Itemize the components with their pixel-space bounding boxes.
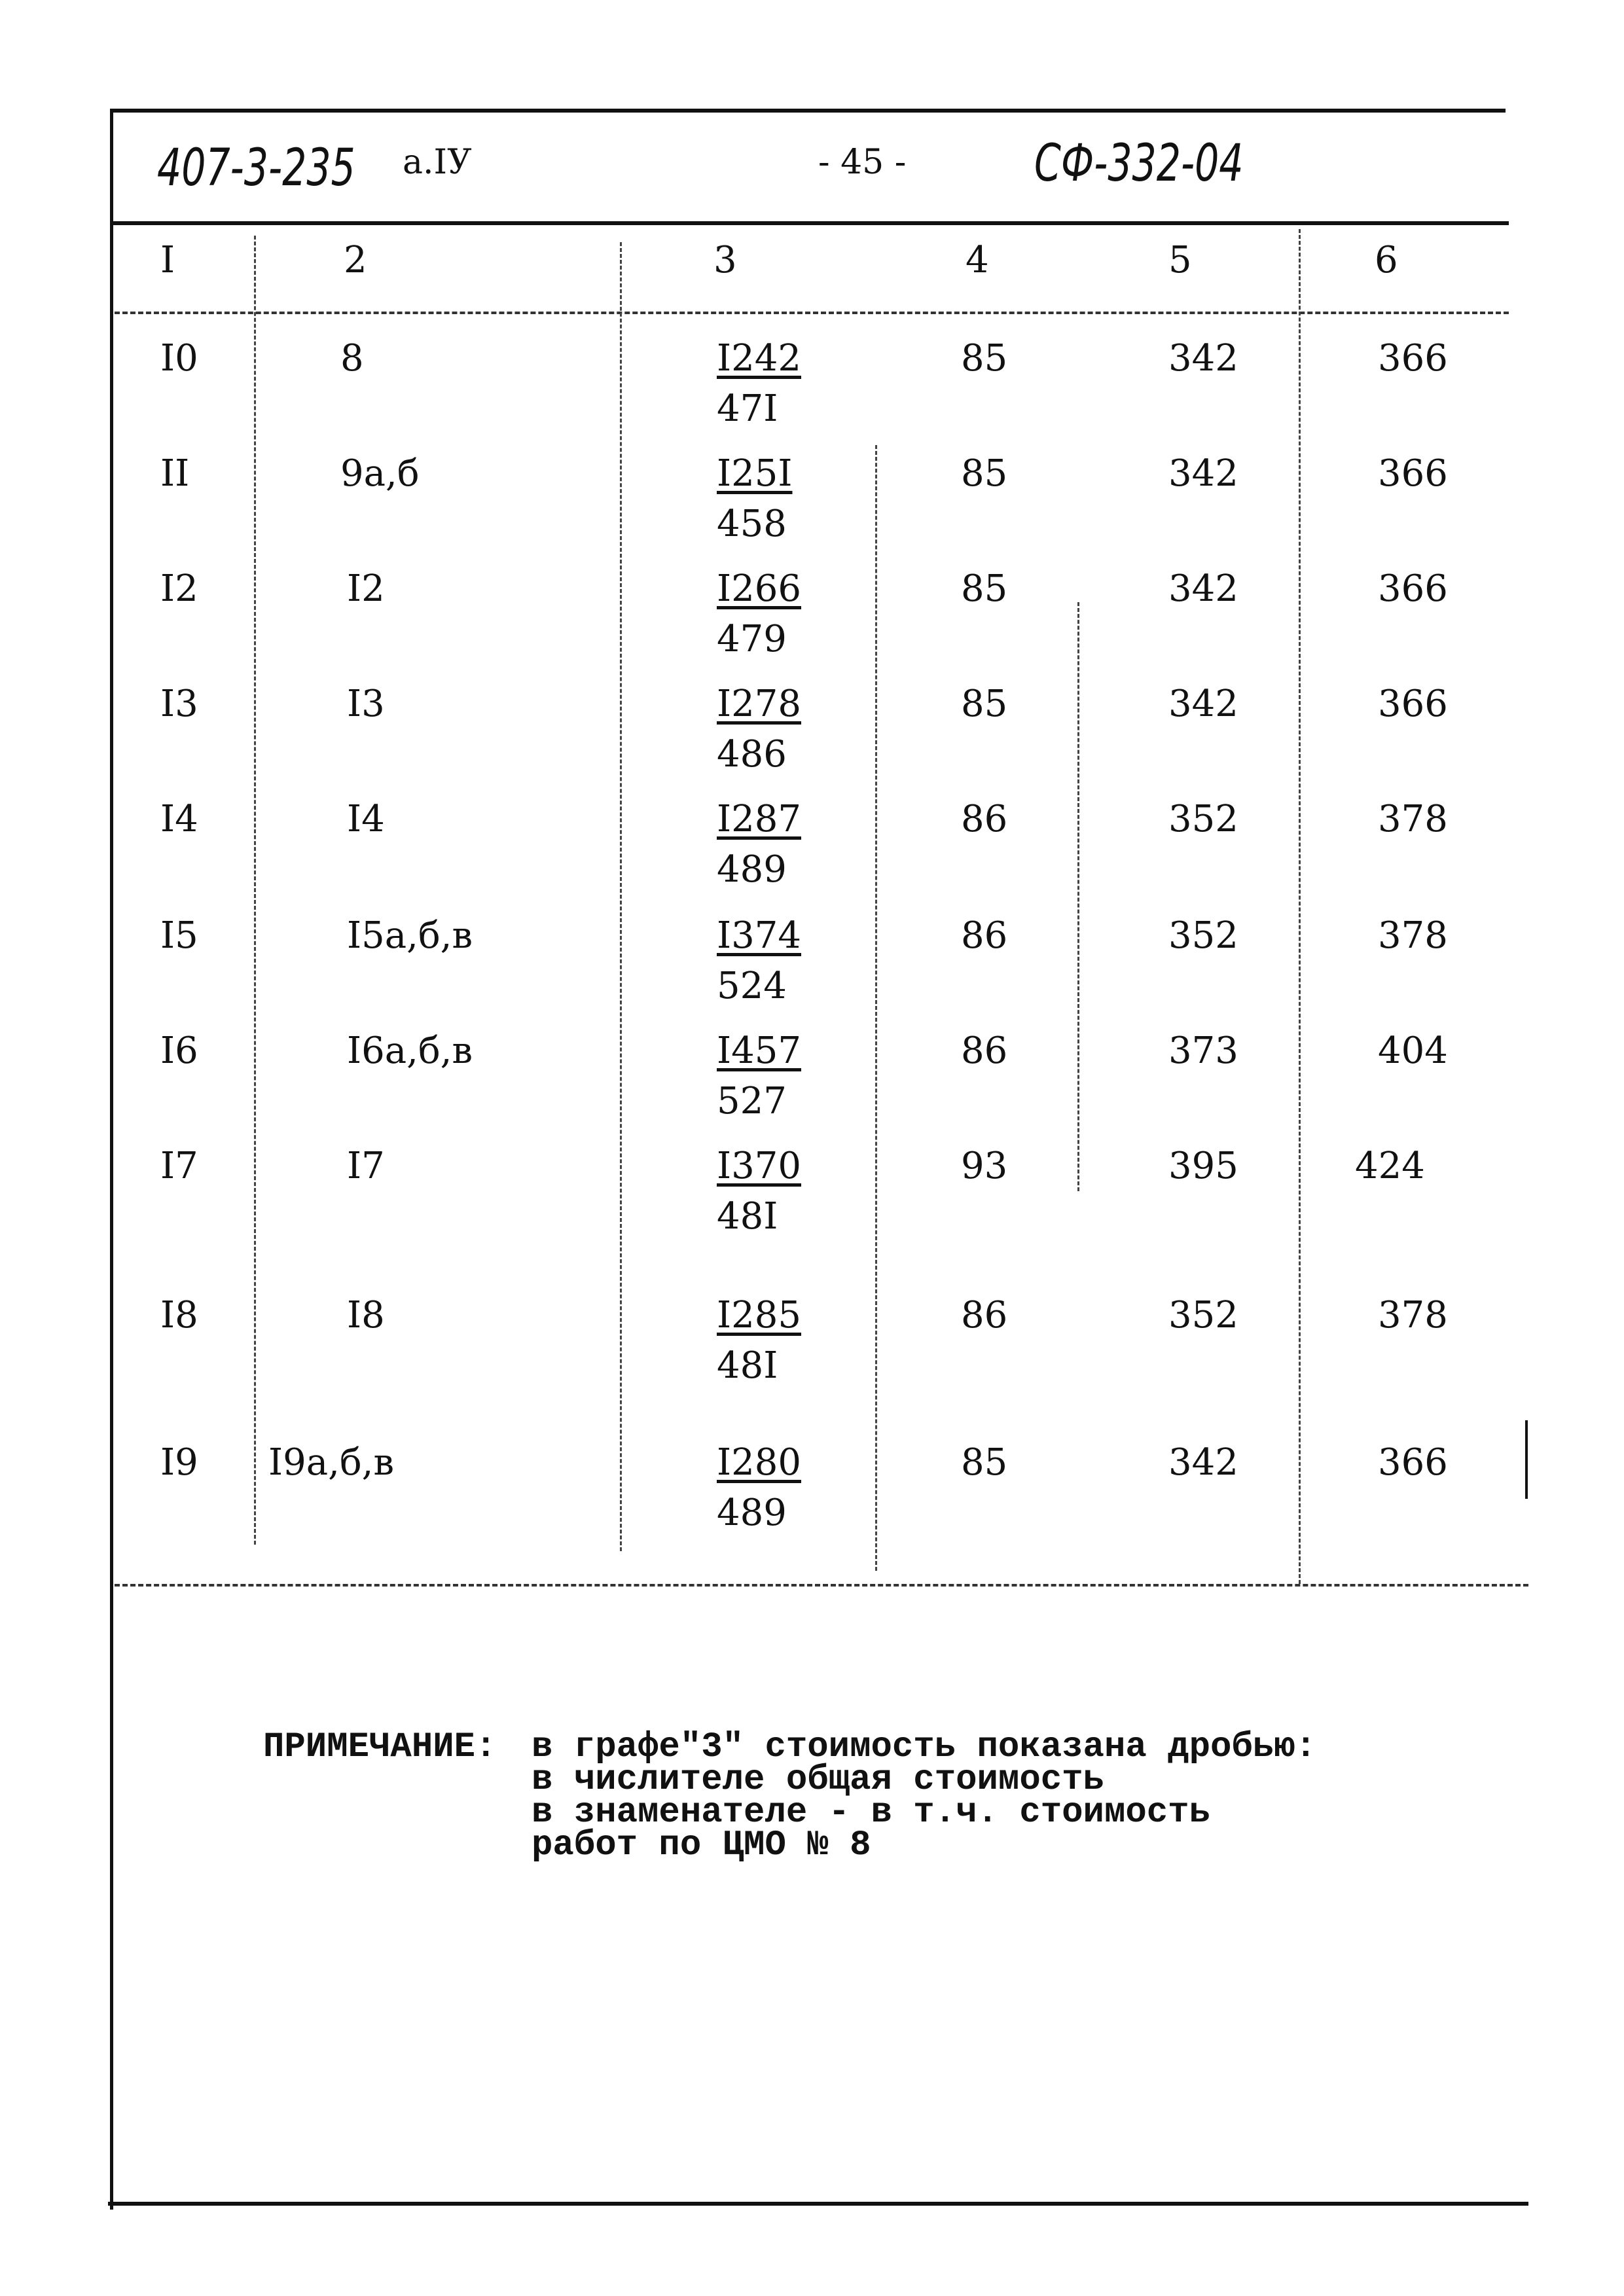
cost-total: I457	[717, 1030, 802, 1072]
left-border	[110, 109, 113, 2210]
note-line: работ по ЦМО № 8	[532, 1825, 871, 1865]
cost-cmo-works: 486	[717, 733, 787, 776]
column-header: I	[160, 239, 175, 281]
row-item: I6а,б,в	[347, 1030, 473, 1072]
row-item: I3	[347, 683, 385, 725]
cost-total: I266	[717, 567, 802, 610]
value-col5: 373	[1168, 1030, 1238, 1072]
value-col4: 85	[961, 337, 1008, 380]
value-col4: 86	[961, 1294, 1008, 1336]
top-border	[111, 109, 1506, 113]
value-col4: 86	[961, 798, 1008, 840]
row-item: I4	[347, 798, 385, 840]
value-col5: 352	[1168, 1294, 1238, 1336]
cost-total: I287	[717, 798, 802, 840]
cost-total: I25I	[717, 452, 793, 495]
note-text: в графе"3" стоимость показана дробью: в …	[532, 1727, 1316, 1865]
value-col6: 424	[1355, 1145, 1425, 1187]
value-col4: 93	[961, 1145, 1008, 1187]
row-number: I8	[160, 1294, 198, 1336]
cost-total: I285	[717, 1294, 802, 1336]
row-item: I2	[347, 567, 385, 610]
note-line: в графе"3" стоимость показана дробью:	[532, 1727, 1316, 1767]
column-divider	[1077, 602, 1079, 1191]
row-item: I9а,б,в	[268, 1441, 394, 1484]
row-item: 9а,б	[340, 452, 420, 495]
right-edge-mark	[1525, 1420, 1528, 1499]
cost-cmo-works: 479	[717, 618, 787, 660]
value-col4: 85	[961, 1441, 1008, 1484]
row-item: 8	[340, 337, 364, 380]
column-header: 4	[965, 239, 989, 281]
value-col6: 378	[1378, 914, 1448, 957]
cost-cmo-works: 489	[717, 1492, 787, 1534]
column-divider	[875, 445, 877, 1571]
value-col6: 366	[1378, 337, 1448, 380]
cost-total: I374	[717, 914, 802, 957]
value-col6: 404	[1378, 1030, 1448, 1072]
value-col6: 366	[1378, 452, 1448, 495]
note-label: ПРИМЕЧАНИЕ:	[263, 1727, 497, 1767]
sheet-code: СФ-332-04	[1034, 134, 1244, 193]
cost-total: I370	[717, 1145, 802, 1187]
column-divider	[254, 236, 256, 1545]
column-divider	[620, 242, 622, 1551]
column-header-divider	[115, 312, 1509, 314]
row-number: I5	[160, 914, 198, 957]
header-divider	[111, 221, 1509, 225]
row-number: II	[160, 452, 190, 495]
value-col5: 352	[1168, 798, 1238, 840]
value-col5: 342	[1168, 452, 1238, 495]
row-item: I5а,б,в	[347, 914, 473, 957]
row-number: I0	[160, 337, 198, 380]
cost-cmo-works: 458	[717, 503, 787, 545]
value-col5: 342	[1168, 567, 1238, 610]
column-header: 5	[1168, 239, 1192, 281]
cost-cmo-works: 47I	[717, 387, 778, 430]
album-number: а.IУ	[403, 143, 472, 182]
value-col4: 85	[961, 567, 1008, 610]
note-line: в знаменателе - в т.ч. стоимость	[532, 1793, 1210, 1833]
column-header: 6	[1375, 239, 1398, 281]
value-col6: 366	[1378, 683, 1448, 725]
row-item: I7	[347, 1145, 385, 1187]
value-col6: 378	[1378, 798, 1448, 840]
column-divider	[1299, 229, 1301, 1584]
cost-cmo-works: 527	[717, 1080, 787, 1122]
value-col5: 342	[1168, 1441, 1238, 1484]
value-col6: 378	[1378, 1294, 1448, 1336]
value-col5: 342	[1168, 337, 1238, 380]
bottom-border	[108, 2202, 1528, 2206]
row-number: I3	[160, 683, 198, 725]
column-header: 3	[713, 239, 737, 281]
row-number: I4	[160, 798, 198, 840]
cost-cmo-works: 524	[717, 965, 787, 1007]
cost-total: I278	[717, 683, 802, 725]
row-number: I6	[160, 1030, 198, 1072]
value-col4: 86	[961, 914, 1008, 957]
row-number: I7	[160, 1145, 198, 1187]
cost-cmo-works: 48I	[717, 1344, 778, 1387]
cost-cmo-works: 489	[717, 848, 787, 891]
cost-cmo-works: 48I	[717, 1195, 778, 1238]
row-item: I8	[347, 1294, 385, 1336]
value-col4: 86	[961, 1030, 1008, 1072]
cost-total: I280	[717, 1441, 802, 1484]
value-col4: 85	[961, 452, 1008, 495]
value-col4: 85	[961, 683, 1008, 725]
note-line: в числителе общая стоимость	[532, 1760, 1104, 1800]
row-number: I9	[160, 1441, 198, 1484]
value-col5: 342	[1168, 683, 1238, 725]
project-code: 407-3-235	[157, 139, 355, 198]
value-col5: 352	[1168, 914, 1238, 957]
table-bottom-divider	[115, 1584, 1528, 1587]
cost-total: I242	[717, 337, 802, 380]
value-col6: 366	[1378, 567, 1448, 610]
row-number: I2	[160, 567, 198, 610]
column-header: 2	[344, 239, 367, 281]
page-number: - 45 -	[818, 143, 907, 182]
value-col6: 366	[1378, 1441, 1448, 1484]
value-col5: 395	[1168, 1145, 1238, 1187]
